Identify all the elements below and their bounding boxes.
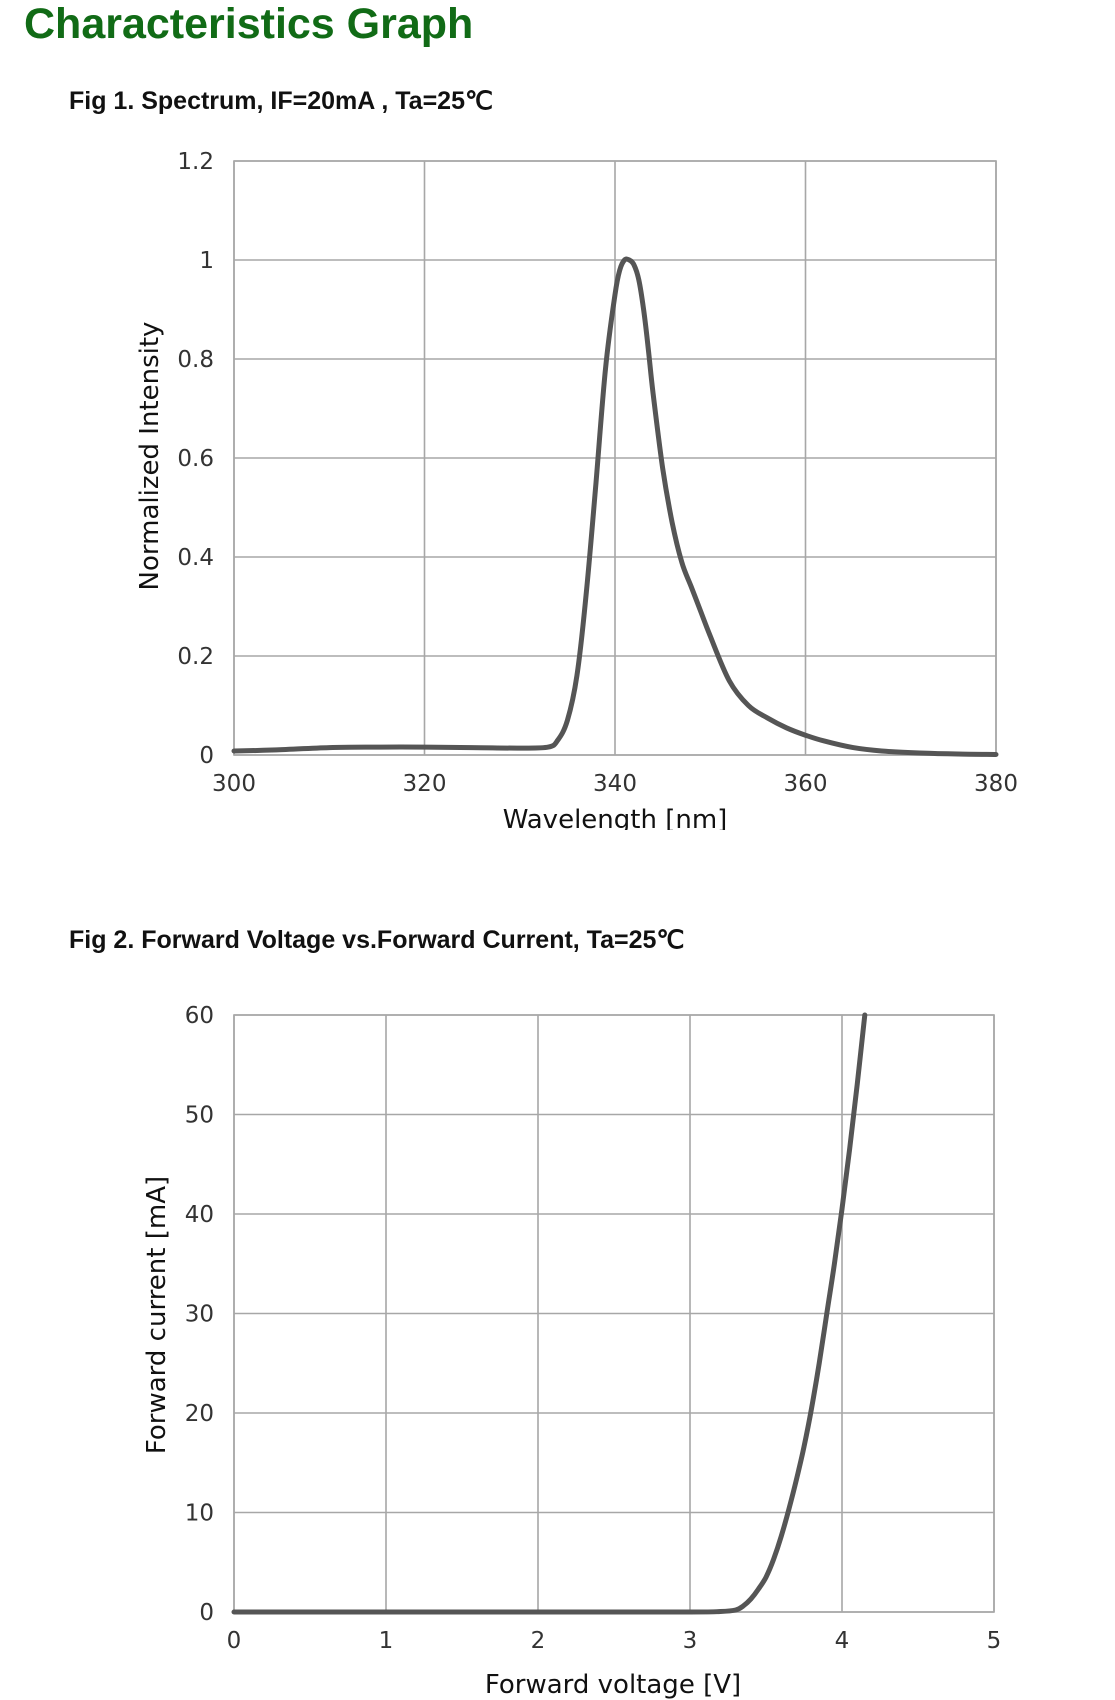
x-tick-label: 300 [212, 771, 256, 797]
y-tick-label: 0.6 [177, 446, 214, 472]
y-tick-label: 0 [199, 1600, 214, 1626]
data-curve [231, 256, 999, 757]
y-tick-label: 0.4 [177, 545, 214, 571]
y-tick-label: 20 [185, 1401, 214, 1427]
x-tick-label: 320 [403, 771, 447, 797]
fig2-title: Fig 2. Forward Voltage vs.Forward Curren… [69, 926, 685, 954]
y-tick-label: 0 [199, 743, 214, 769]
x-axis-label: Wavelength [nm] [503, 805, 728, 830]
data-curve [231, 1012, 868, 1615]
x-tick-label: 0 [227, 1628, 242, 1654]
x-tick-label: 380 [974, 771, 1018, 797]
y-axis-label: Normalized Intensity [135, 322, 165, 591]
page-title: Characteristics Graph [24, 0, 474, 48]
y-tick-label: 30 [185, 1302, 214, 1328]
fig1-title: Fig 1. Spectrum, IF=20mA , Ta=25℃ [69, 87, 494, 115]
y-tick-label: 60 [185, 1003, 214, 1029]
y-axis-label: Forward current [mA] [142, 1176, 172, 1454]
y-tick-label: 50 [185, 1103, 214, 1129]
x-tick-label: 4 [835, 1628, 850, 1654]
y-tick-label: 0.8 [177, 347, 214, 373]
spectrum-chart: 300 320 340 360 380 0 0.2 0.4 0.6 0.8 1 1.2 Wavelen… [135, 149, 1018, 830]
x-tick-label: 3 [683, 1628, 698, 1654]
y-tick-label: 1 [199, 248, 214, 274]
y-tick-label: 0.2 [177, 644, 214, 670]
x-tick-label: 360 [784, 771, 828, 797]
x-tick-label: 5 [987, 1628, 1002, 1654]
y-tick-label: 40 [185, 1202, 214, 1228]
x-tick-label: 2 [531, 1628, 546, 1654]
y-tick-label: 10 [185, 1501, 214, 1527]
x-tick-label: 340 [593, 771, 637, 797]
x-axis-label: Forward voltage [V] [485, 1670, 741, 1700]
y-tick-label: 1.2 [177, 149, 214, 175]
x-tick-label: 1 [379, 1628, 394, 1654]
